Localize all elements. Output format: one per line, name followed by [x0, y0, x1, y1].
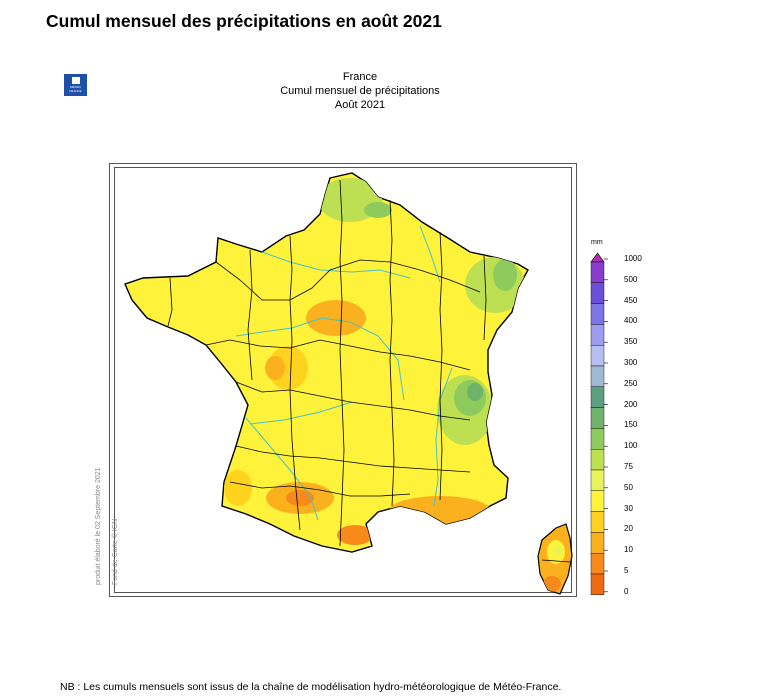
river-rhone	[433, 367, 453, 507]
zone-center-dry	[306, 300, 366, 336]
department-borders	[167, 179, 487, 547]
legend-label-500: 500	[624, 274, 638, 284]
corsica-core-wet	[554, 545, 562, 555]
legend-label-100: 100	[624, 441, 638, 451]
border-10	[247, 249, 253, 381]
border-8	[389, 199, 395, 507]
legend-swatch-400	[590, 303, 605, 325]
legend-label-450: 450	[624, 295, 638, 305]
zone-northeast-green	[465, 257, 525, 313]
border-11	[167, 277, 173, 327]
legend-swatch-75	[590, 449, 605, 471]
legend-unit: mm	[591, 239, 603, 246]
page-title: Cumul mensuel des précipitations en août…	[46, 11, 442, 31]
map-header-period: Août 2021	[334, 99, 386, 111]
river-seine	[261, 251, 411, 279]
legend-swatch-450	[590, 282, 605, 304]
legend-colorbar	[590, 252, 608, 595]
legend-label-20: 20	[624, 524, 633, 534]
mainland-france	[124, 172, 529, 553]
border-5	[229, 481, 411, 497]
zone-toulouse-driest	[286, 490, 314, 506]
zone-mediterranean-dry	[390, 496, 490, 524]
legend-swatch-250	[590, 365, 605, 387]
legend-swatch-0	[590, 573, 605, 595]
legend-label-300: 300	[624, 358, 638, 367]
border-1	[215, 259, 481, 301]
border-4	[235, 445, 471, 473]
border-9	[439, 231, 443, 501]
legend-label-400: 400	[624, 316, 638, 326]
produced-date-credit: produit élaboré le 02 Septembre 2021	[95, 467, 102, 585]
legend-label-10: 10	[624, 545, 633, 555]
footnote: NB : Les cumuls mensuels sont issus de l…	[60, 681, 562, 693]
legend-label-0: 0	[624, 586, 629, 596]
zone-pyrenees-dry	[337, 525, 373, 545]
map-header: France Cumul mensuel de précipitations A…	[230, 70, 490, 112]
corsica-border	[541, 559, 571, 563]
map-frame-outer	[109, 163, 577, 597]
border-3	[235, 381, 471, 421]
zone-north-wet	[364, 202, 392, 218]
zone-vosges-wet	[493, 259, 517, 291]
zone-alps-wettest	[467, 383, 483, 401]
river-meuse	[419, 225, 441, 283]
legend-swatch-50	[590, 469, 605, 491]
legend-label-5: 5	[624, 566, 629, 575]
zone-limousin-dry	[265, 356, 285, 380]
border-2	[205, 339, 471, 371]
legend-swatch-500	[590, 261, 605, 283]
legend-swatch-30	[590, 490, 605, 512]
legend-swatch-350	[590, 324, 605, 346]
river-loire	[235, 317, 405, 401]
border-12	[483, 255, 487, 341]
corsica	[537, 523, 573, 595]
map-header-region: France	[342, 71, 378, 83]
legend-swatch-150	[590, 407, 605, 429]
logo-mark-icon	[71, 77, 80, 84]
corsica-south-dry	[543, 576, 561, 592]
map-frame-inner	[114, 167, 572, 593]
legend-swatch-20	[590, 511, 605, 533]
legend-label-1000: 1000	[624, 254, 642, 263]
border-6	[289, 235, 301, 531]
border-7	[339, 179, 345, 547]
legend-swatch-300	[590, 345, 605, 367]
legend-label-75: 75	[624, 462, 633, 471]
rivers	[235, 225, 453, 521]
legend-label-150: 150	[624, 420, 638, 430]
logo-text: MÉTÉO FRANCE	[69, 85, 82, 93]
legend-label-50: 50	[624, 482, 633, 492]
basemap-credit: Fond de Carte © IGN	[112, 518, 119, 585]
mainland-base	[124, 172, 529, 553]
legend-swatch-100	[590, 428, 605, 450]
legend-label-200: 200	[624, 399, 638, 409]
map-header-subtitle: Cumul mensuel de précipitations	[280, 85, 440, 97]
meteo-france-logo: MÉTÉO FRANCE	[64, 74, 87, 96]
legend-label-350: 350	[624, 337, 638, 347]
legend-swatch-5	[590, 553, 605, 575]
legend-arrow-icon	[590, 252, 605, 263]
legend-swatch-10	[590, 532, 605, 554]
legend-swatch-200	[590, 386, 605, 408]
legend-label-250: 250	[624, 378, 638, 388]
river-garonne	[245, 417, 319, 521]
legend-label-30: 30	[624, 503, 633, 513]
zone-landes-dry	[224, 470, 252, 506]
river-dordogne	[249, 401, 353, 425]
